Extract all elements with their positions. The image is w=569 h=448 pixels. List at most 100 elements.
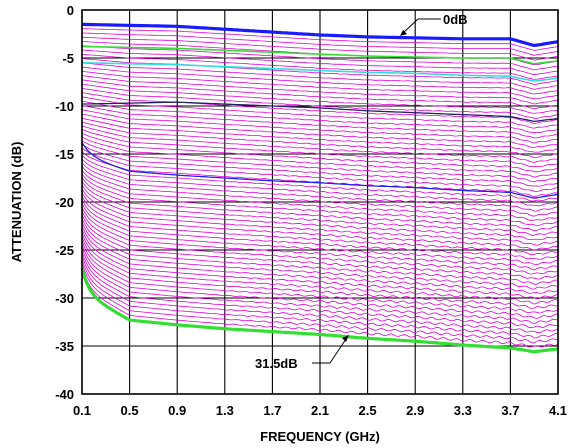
trace-19 <box>81 105 559 139</box>
x-tick-label-4: 1.7 <box>263 403 281 418</box>
highlight-trace-group <box>80 22 559 354</box>
x-tick-labels: 0.1 0.5 0.9 1.3 1.7 2.1 2.5 2.9 3.3 3.7 4.1 <box>73 403 567 418</box>
trace-39 <box>81 181 559 236</box>
x-tick-label-6: 2.5 <box>359 403 377 418</box>
trace-59 <box>81 255 559 334</box>
trace-61 <box>81 262 559 344</box>
series-line-5 <box>80 267 559 354</box>
series-line-1 <box>82 45 559 65</box>
annotation-31-5db-arrowhead <box>342 335 349 342</box>
y-tick-label-1: -5 <box>62 51 74 66</box>
x-tick-label-7: 2.9 <box>406 403 424 418</box>
trace-2 <box>81 32 559 56</box>
trace-54 <box>81 236 559 309</box>
y-tick-label-3: -15 <box>55 147 74 162</box>
trace-48 <box>81 214 559 280</box>
trace-1 <box>82 28 559 51</box>
trace-7 <box>81 53 559 80</box>
series-line-4 <box>81 142 559 199</box>
series-line-0 <box>82 22 559 48</box>
trace-14 <box>81 83 559 114</box>
trace-17 <box>81 96 559 129</box>
trace-57 <box>81 247 559 325</box>
trace-6 <box>81 49 559 76</box>
x-tick-label-3: 1.3 <box>216 403 234 418</box>
trace-37 <box>81 173 559 226</box>
trace-3 <box>81 36 559 61</box>
trace-40 <box>81 184 559 241</box>
trace-29 <box>81 143 559 187</box>
annotation-31-5db-label: 31.5dB <box>255 356 298 371</box>
trace-49 <box>81 218 559 285</box>
trace-52 <box>81 229 559 300</box>
trace-55 <box>81 240 559 314</box>
trace-10 <box>81 66 559 95</box>
trace-36 <box>81 169 559 221</box>
x-tick-label-9: 3.7 <box>501 403 519 418</box>
y-tick-label-0: 0 <box>67 3 74 18</box>
annotation-31-5db-arrow-line <box>329 338 347 364</box>
trace-9 <box>81 62 559 90</box>
trace-18 <box>81 100 559 134</box>
y-tick-label-6: -30 <box>55 291 74 306</box>
y-tick-label-8: -40 <box>55 387 74 402</box>
trace-35 <box>81 166 559 217</box>
trace-38 <box>81 177 559 232</box>
x-tick-label-10: 4.1 <box>549 403 567 418</box>
trace-5 <box>81 45 559 71</box>
trace-45 <box>81 203 559 266</box>
trace-42 <box>81 192 559 251</box>
y-tick-label-5: -25 <box>55 243 74 258</box>
trace-28 <box>81 140 559 183</box>
trace-34 <box>81 162 559 212</box>
trace-24 <box>81 125 558 163</box>
trace-30 <box>81 147 559 192</box>
trace-16 <box>81 92 559 125</box>
trace-33 <box>81 158 559 207</box>
y-axis-label: ATTENUATION (dB) <box>9 142 24 263</box>
x-tick-label-2: 0.9 <box>168 403 186 418</box>
trace-32 <box>81 155 559 202</box>
trace-47 <box>81 210 559 275</box>
x-tick-label-8: 3.3 <box>454 403 472 418</box>
x-tick-label-1: 0.5 <box>121 403 139 418</box>
x-tick-label-0: 0.1 <box>73 403 91 418</box>
trace-51 <box>81 225 559 294</box>
series-line-3 <box>81 101 559 123</box>
x-tick-label-5: 2.1 <box>311 403 329 418</box>
trace-58 <box>81 251 559 329</box>
trace-15 <box>81 88 559 119</box>
y-tick-label-4: -20 <box>55 195 74 210</box>
series-line-2 <box>82 62 559 82</box>
annotation-0db-arrow-line <box>402 18 419 34</box>
trace-50 <box>81 221 559 290</box>
y-tick-label-7: -35 <box>55 339 74 354</box>
trace-43 <box>81 195 559 256</box>
trace-41 <box>81 188 559 246</box>
trace-11 <box>81 70 559 100</box>
trace-20 <box>81 109 558 144</box>
trace-group <box>81 28 559 348</box>
x-axis-label: FREQUENCY (GHz) <box>260 429 380 444</box>
trace-60 <box>81 258 559 339</box>
trace-27 <box>81 136 559 178</box>
trace-62 <box>81 266 559 348</box>
trace-13 <box>81 79 559 110</box>
trace-46 <box>81 207 559 271</box>
trace-53 <box>81 232 559 305</box>
trace-21 <box>81 113 559 148</box>
trace-12 <box>81 75 559 105</box>
plot-frame <box>81 9 559 395</box>
annotation-0db-label: 0dB <box>443 12 468 27</box>
trace-56 <box>81 244 559 319</box>
trace-44 <box>81 199 559 260</box>
y-tick-labels: 0 -5 -10 -15 -20 -25 -30 -35 -40 <box>55 3 74 402</box>
annotation-0db-arrowhead <box>400 30 407 36</box>
trace-25 <box>81 129 559 168</box>
trace-26 <box>81 132 559 173</box>
annotation-group: 0dB 31.5dB <box>255 12 468 371</box>
trace-23 <box>81 121 559 159</box>
y-tick-label-2: -10 <box>55 99 74 114</box>
trace-22 <box>81 117 559 153</box>
